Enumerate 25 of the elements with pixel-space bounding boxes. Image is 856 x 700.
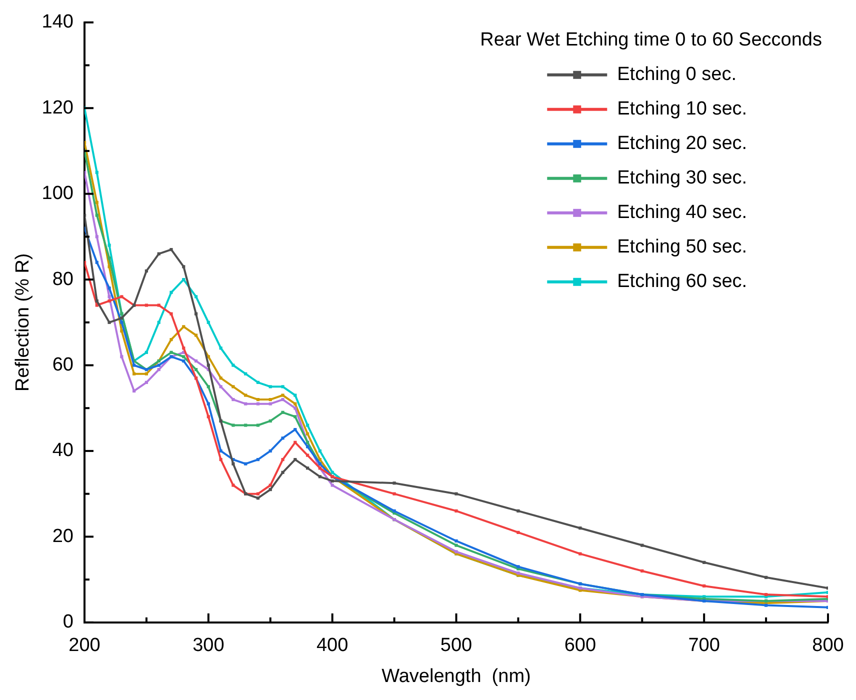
x-tick-label: 500 <box>440 635 472 656</box>
x-tick-label: 400 <box>316 635 348 656</box>
legend-title: Rear Wet Etching time 0 to 60 Secconds <box>480 30 822 51</box>
x-tick-label: 200 <box>68 635 100 656</box>
x-tick-label: 700 <box>688 635 720 656</box>
legend-label: Etching 40 sec. <box>617 202 748 224</box>
y-tick-label: 40 <box>52 440 74 462</box>
y-tick-label: 140 <box>42 12 74 33</box>
x-tick-label: 600 <box>564 635 596 656</box>
legend-label: Etching 30 sec. <box>617 168 748 189</box>
y-tick-label: 100 <box>42 183 74 204</box>
x-tick-label: 800 <box>812 635 844 656</box>
legend-label: Etching 20 sec. <box>617 133 748 154</box>
legend-label: Etching 50 sec. <box>617 236 748 258</box>
y-tick-label: 0 <box>62 612 74 633</box>
y-axis-title: Reflection (% R) <box>12 253 34 392</box>
x-axis-title: Wavelength (nm) <box>382 666 531 687</box>
y-tick-label: 120 <box>42 97 74 118</box>
y-tick-label: 80 <box>52 268 74 290</box>
legend-label: Etching 60 sec. <box>617 271 748 292</box>
y-tick-label: 60 <box>52 354 74 376</box>
x-tick-label: 300 <box>192 635 224 656</box>
legend-label: Etching 0 sec. <box>617 64 736 86</box>
legend-label: Etching 10 sec. <box>617 98 748 120</box>
y-tick-label: 20 <box>52 526 74 547</box>
